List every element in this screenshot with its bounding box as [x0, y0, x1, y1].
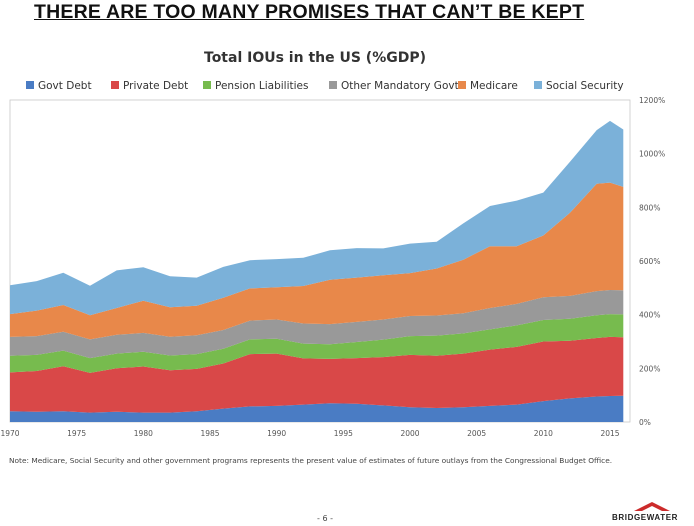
- chart-legend: Govt Debt Private Debt Pension Liabiliti…: [26, 80, 646, 94]
- legend-item-pension-liabilities: Pension Liabilities: [203, 80, 308, 92]
- area-series-medicare: [10, 182, 624, 340]
- legend-label: Pension Liabilities: [215, 80, 309, 92]
- area-series-pension-liabilities: [10, 314, 624, 373]
- y-tick-label: 1200%: [639, 96, 665, 105]
- x-tick-label: 1990: [267, 429, 286, 438]
- x-tick-label: 1985: [200, 429, 219, 438]
- x-tick-label: 1995: [334, 429, 353, 438]
- legend-item-private-debt: Private Debt: [111, 80, 188, 92]
- legend-item-govt-debt: Govt Debt: [26, 80, 92, 92]
- x-tick-label: 1970: [0, 429, 19, 438]
- brand-mark-icon: [634, 502, 670, 511]
- legend-item-social-security: Social Security: [534, 80, 624, 92]
- chart-title: Total IOUs in the US (%GDP): [204, 50, 426, 66]
- legend-label: Other Mandatory Govt: [341, 80, 459, 92]
- x-tick-label: 2010: [534, 429, 553, 438]
- legend-item-medicare: Medicare: [458, 80, 518, 92]
- area-series-other-mandatory-govt: [10, 290, 624, 359]
- y-tick-label: 1000%: [639, 150, 665, 159]
- legend-label: Govt Debt: [38, 80, 92, 92]
- legend-item-other-mandatory-govt: Other Mandatory Govt: [329, 80, 459, 92]
- y-tick-label: 200%: [639, 364, 660, 373]
- area-series-social-security: [10, 120, 624, 316]
- x-tick-label: 2015: [600, 429, 619, 438]
- page-number: - 6 -: [317, 514, 333, 523]
- legend-swatch: [26, 81, 34, 89]
- y-tick-label: 800%: [639, 203, 660, 212]
- legend-swatch: [203, 81, 211, 89]
- x-tick-label: 1975: [67, 429, 86, 438]
- x-tick-label: 1980: [134, 429, 153, 438]
- chart-plot: 1970 1975 1980 1985 1990 1995 2000 2005 2010 2015…: [0, 96, 665, 438]
- y-tick-label: 400%: [639, 311, 660, 320]
- legend-swatch: [458, 81, 466, 89]
- slide-headline: THERE ARE TOO MANY PROMISES THAT CAN’T B…: [34, 1, 585, 23]
- y-tick-label: 0%: [639, 418, 651, 427]
- brand-name: BRIDGEWATER: [612, 513, 679, 522]
- chart-footnote: Note: Medicare, Social Security and othe…: [9, 456, 613, 465]
- legend-swatch: [534, 81, 542, 89]
- y-tick-label: 600%: [639, 257, 660, 266]
- area-series-govt-debt: [10, 395, 624, 422]
- legend-swatch: [111, 81, 119, 89]
- area-series-private-debt: [10, 336, 624, 413]
- legend-label: Social Security: [546, 80, 624, 92]
- brand-logo: BRIDGEWATER: [612, 500, 692, 522]
- x-tick-label: 2000: [400, 429, 419, 438]
- legend-label: Private Debt: [123, 80, 189, 92]
- legend-label: Medicare: [470, 80, 518, 92]
- x-tick-label: 2005: [467, 429, 486, 438]
- legend-swatch: [329, 81, 337, 89]
